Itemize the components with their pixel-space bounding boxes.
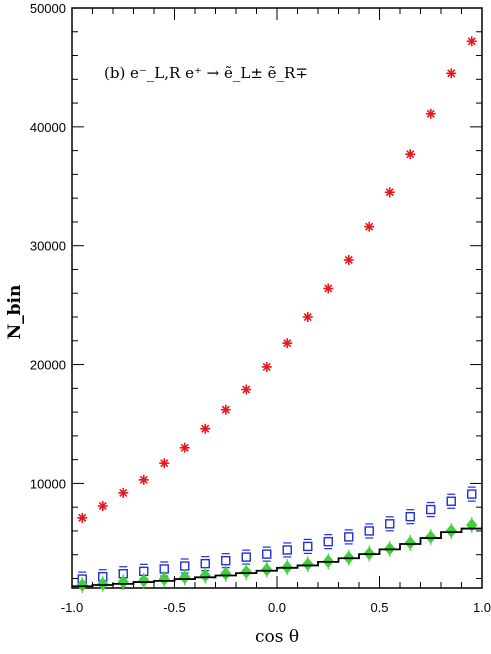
process-annotation: (b) e⁻_L,R e⁺ → ẽ_L± ẽ_R∓ (104, 64, 308, 82)
square-marker (426, 504, 436, 515)
square-marker (241, 552, 251, 562)
axis-ticks (71, 7, 483, 588)
square-marker (180, 561, 190, 571)
asterisk-point (118, 487, 129, 498)
x-tick-label: 1.0 (473, 600, 491, 615)
diamond-point (445, 522, 457, 539)
y-axis-title: N_bin (5, 285, 25, 340)
diamond-point (97, 575, 109, 592)
square-point (241, 549, 251, 565)
asterisk-point (405, 149, 416, 160)
y-tick-label: 50000 (30, 1, 66, 16)
asterisk-point (200, 423, 211, 434)
square-marker (467, 489, 477, 499)
square-marker (221, 555, 231, 566)
square-marker (282, 545, 292, 555)
diamond-point (117, 574, 129, 591)
chart-marks (72, 36, 482, 594)
square-point (344, 529, 354, 545)
asterisk-point (77, 512, 88, 523)
diamond-point (302, 556, 314, 573)
asterisk-point (466, 36, 477, 47)
square-point (385, 516, 395, 532)
square-point (323, 534, 333, 550)
square-point (364, 523, 374, 539)
square-point (303, 538, 313, 555)
asterisk-point (384, 187, 395, 198)
square-point (467, 486, 477, 502)
asterisk-point (282, 338, 293, 349)
series-asterisk (77, 36, 477, 523)
x-tick-label: 0.5 (370, 600, 388, 615)
square-marker (323, 536, 333, 547)
square-point (282, 542, 292, 558)
y-tick-label: 10000 (30, 476, 66, 491)
asterisk-point (159, 458, 170, 469)
square-point (221, 553, 231, 569)
plot-frame (71, 7, 483, 589)
y-tick-labels: 10000 20000 30000 40000 50000 (30, 1, 66, 491)
diamond-point (261, 561, 273, 578)
asterisk-point (220, 404, 231, 415)
process-label: e⁻_L,R e⁺ → ẽ_L± ẽ_R∓ (130, 64, 308, 82)
square-marker (344, 532, 354, 542)
asterisk-point (302, 312, 313, 323)
diamond-point (179, 569, 191, 586)
x-tick-label: 0.0 (268, 600, 286, 615)
y-tick-label: 40000 (30, 120, 66, 135)
diamond-point (158, 571, 170, 588)
asterisk-point (446, 68, 457, 79)
square-point (405, 509, 415, 525)
asterisk-point (261, 361, 272, 372)
square-point (262, 546, 272, 562)
square-point (426, 501, 436, 518)
square-marker (364, 526, 374, 536)
asterisk-point (138, 474, 149, 485)
square-marker (446, 496, 456, 506)
series-filled-diamond (76, 517, 478, 594)
square-point (446, 493, 456, 509)
asterisk-point (343, 254, 354, 265)
diamond-point (199, 567, 211, 584)
x-tick-label: -1.0 (61, 600, 83, 615)
square-marker (385, 519, 395, 529)
diamond-point (425, 528, 437, 545)
x-tick-label: -0.5 (163, 600, 185, 615)
panel-label: (b) (104, 64, 125, 82)
square-marker (405, 511, 415, 522)
x-axis-title: cos θ (255, 627, 299, 647)
y-tick-label: 20000 (30, 358, 66, 373)
diamond-point (76, 577, 88, 594)
asterisk-point (323, 283, 334, 294)
x-tick-labels: -1.0 -0.5 0.0 0.5 1.0 (61, 600, 491, 615)
asterisk-point (241, 384, 252, 395)
square-marker (303, 541, 313, 552)
asterisk-point (364, 221, 375, 232)
series-histogram (72, 527, 482, 588)
square-marker (200, 558, 210, 569)
diamond-point (466, 517, 478, 534)
histogram-line (72, 527, 482, 588)
square-marker (262, 549, 272, 559)
diamond-point (220, 565, 232, 582)
diamond-point (404, 534, 416, 551)
diamond-point (240, 563, 252, 580)
asterisk-point (425, 108, 436, 119)
y-tick-label: 30000 (30, 239, 66, 254)
asterisk-point (97, 500, 108, 511)
asterisk-point (179, 442, 190, 453)
diamond-point (138, 572, 150, 589)
